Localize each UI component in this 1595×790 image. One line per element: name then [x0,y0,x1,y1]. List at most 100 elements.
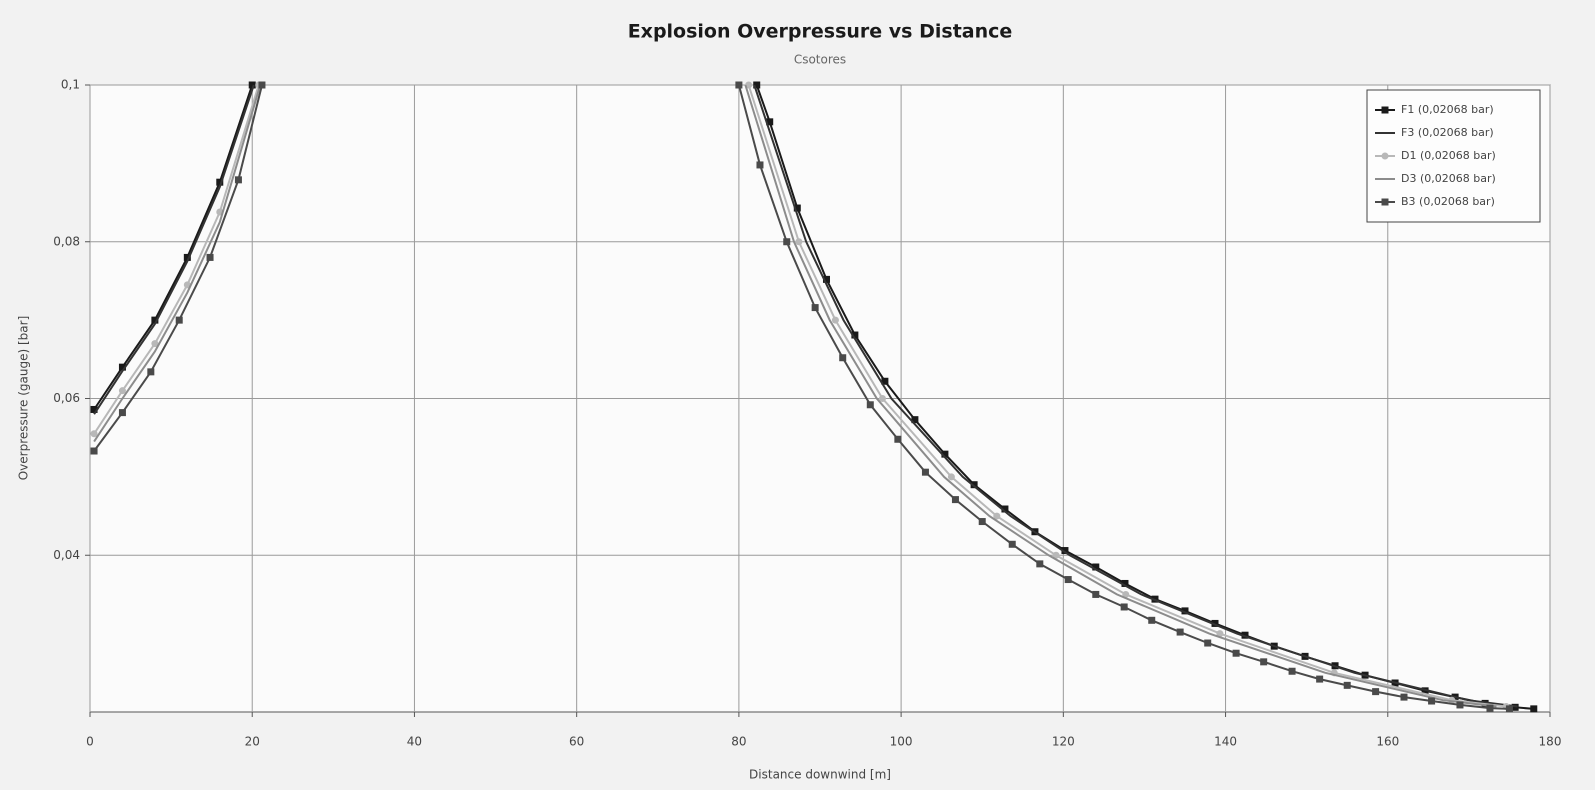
marker [1260,658,1268,666]
x-tick-label: 20 [245,735,260,749]
x-tick-label: 180 [1539,735,1562,749]
marker [839,354,847,362]
legend-box [1366,89,1541,223]
marker [1381,106,1389,114]
series-line [93,84,1497,708]
y-tick-label: 0,1 [61,78,80,92]
marker [1216,630,1224,638]
y-tick-label: 0,08 [53,234,80,248]
marker [881,377,889,385]
legend-label: B3 (0,02068 bar) [1401,195,1495,208]
marker [151,340,159,348]
marker [735,81,743,89]
marker [147,368,155,376]
marker [234,176,242,184]
marker [1343,681,1351,689]
marker [753,81,761,89]
marker [921,468,929,476]
y-tick-label: 0,06 [53,391,80,405]
marker [822,275,830,283]
marker [1052,551,1060,559]
marker [1288,667,1296,675]
marker [1486,704,1494,712]
x-tick-label: 160 [1376,735,1399,749]
marker [1381,152,1389,160]
legend-label: D1 (0,02068 bar) [1401,149,1496,162]
marker [941,450,949,458]
marker [1122,590,1130,598]
marker [795,238,803,246]
marker [118,409,126,417]
marker [258,81,266,89]
marker [1064,576,1072,584]
x-tick-label: 140 [1214,735,1237,749]
marker [183,253,191,261]
legend-label: D3 (0,02068 bar) [1401,172,1496,185]
marker [151,316,159,324]
marker [90,405,98,413]
marker [831,316,839,324]
marker [1211,619,1219,627]
x-axis-label: Distance downwind [m] [749,768,891,782]
legend: F1 (0,02068 bar) F3 (0,02068 bar) D1 (0,02… [1366,89,1541,223]
marker [118,387,126,395]
marker [911,416,919,424]
chart-subtitle: Csotores [794,53,846,67]
marker [1001,505,1009,513]
marker [947,473,955,481]
marker [878,395,886,402]
x-tick-label: 80 [731,735,746,749]
marker [1381,198,1389,206]
marker [1511,703,1519,711]
legend-label: F3 (0,02068 bar) [1401,126,1494,139]
x-tick-label: 40 [407,735,422,749]
marker [756,161,764,169]
marker [1092,590,1100,598]
marker [970,481,978,489]
marker [1372,688,1380,696]
marker [1241,631,1249,639]
marker [951,496,959,504]
marker [216,178,224,186]
marker [783,238,791,246]
series-line [93,84,1518,708]
marker [206,253,214,261]
marker [1121,579,1129,587]
x-tick-label: 120 [1052,735,1075,749]
legend-label: F1 (0,02068 bar) [1401,103,1494,116]
marker [978,518,986,526]
marker [90,430,98,438]
marker [1148,616,1156,624]
marker [894,435,902,443]
marker [1176,628,1184,636]
marker [1428,697,1436,705]
marker [866,401,874,409]
x-tick-label: 60 [569,735,584,749]
marker [993,512,1001,520]
x-tick-label: 0 [86,735,94,749]
y-tick-label: 0,04 [53,548,80,562]
marker [1181,607,1189,615]
marker [766,118,774,126]
marker [793,204,801,212]
x-tick-label: 100 [890,735,913,749]
marker [175,316,183,324]
marker [851,331,859,339]
marker [1036,560,1044,568]
marker [118,363,126,371]
marker [1316,675,1324,683]
marker [90,447,98,455]
series-line [93,84,1507,708]
chart-title: Explosion Overpressure vs Distance [628,21,1013,43]
marker [811,304,819,312]
marker [1204,639,1212,647]
marker [1530,705,1538,713]
marker [1008,540,1016,548]
marker [1120,603,1128,611]
y-axis-label: Overpressure (gauge) [bar] [17,316,31,481]
marker [1505,705,1513,713]
marker [248,81,256,89]
marker [1232,649,1240,657]
